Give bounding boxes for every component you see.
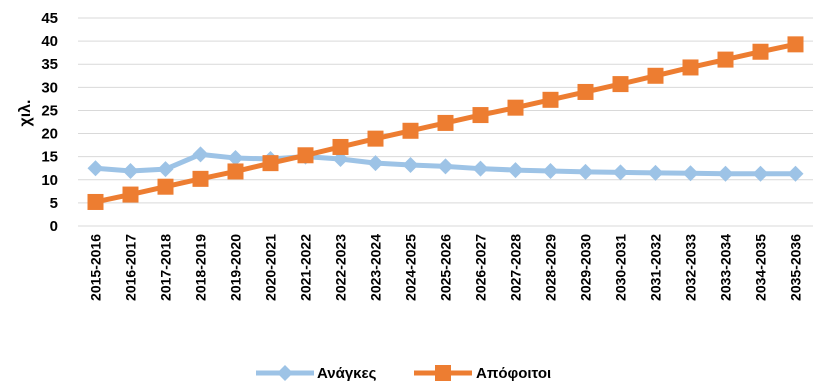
x-tick-labels: 2015-2016 2016-2017 2017-2018 2018-2019 2019… (88, 234, 804, 301)
data-point (542, 91, 559, 108)
data-point (577, 83, 594, 100)
y-axis-title: χιλ. (17, 100, 34, 127)
y-tick-label: 35 (41, 56, 58, 73)
data-point (682, 59, 699, 76)
data-point (227, 163, 244, 180)
data-point (87, 160, 104, 177)
data-point (402, 156, 419, 173)
data-point (682, 165, 699, 182)
data-point (717, 51, 734, 68)
data-point (192, 146, 209, 163)
series-layer (87, 36, 804, 210)
series-2 (87, 36, 804, 210)
data-point (192, 170, 209, 187)
legend-marker (277, 365, 293, 381)
data-point (612, 76, 629, 93)
x-tick-label: 2023-2024 (368, 234, 384, 301)
y-tick-label: 40 (41, 33, 58, 50)
x-tick-label: 2022-2023 (333, 234, 349, 301)
legend-item-2: Απόφοιτοι (414, 365, 551, 382)
data-point (332, 150, 349, 167)
data-point (367, 155, 384, 172)
data-point (752, 43, 769, 60)
data-point (542, 162, 559, 179)
x-tick-label: 2015-2016 (88, 234, 104, 301)
x-tick-label: 2021-2022 (298, 234, 314, 301)
y-tick-label: 10 (41, 172, 58, 189)
x-tick-label: 2020-2021 (263, 234, 279, 301)
x-tick-label: 2018-2019 (193, 234, 209, 301)
data-point (787, 165, 804, 182)
x-tick-label: 2026-2027 (473, 234, 489, 301)
data-point (752, 165, 769, 182)
y-tick-label: 5 (50, 195, 58, 212)
y-tick-label: 20 (41, 126, 58, 143)
data-point (297, 147, 314, 164)
data-point (647, 164, 664, 181)
data-point (332, 138, 349, 155)
data-point (437, 158, 454, 175)
data-point (472, 107, 489, 124)
legend: Ανάγκες Απόφοιτοι (256, 365, 551, 382)
data-point (367, 130, 384, 147)
data-point (87, 193, 104, 210)
x-tick-label: 2031-2032 (648, 234, 664, 301)
x-tick-label: 2016-2017 (123, 234, 139, 301)
x-tick-label: 2025-2026 (438, 234, 454, 301)
legend-label: Ανάγκες (317, 365, 377, 382)
data-point (577, 163, 594, 180)
y-tick-label: 15 (41, 149, 58, 166)
x-tick-label: 2035-2036 (788, 234, 804, 301)
legend-marker (435, 365, 451, 381)
data-point (122, 186, 139, 203)
data-point (262, 155, 279, 172)
data-point (472, 160, 489, 177)
y-tick-label: 45 (41, 10, 58, 27)
data-point (157, 161, 174, 178)
data-point (612, 164, 629, 181)
legend-label: Απόφοιτοι (476, 365, 551, 382)
data-point (717, 165, 734, 182)
x-tick-label: 2033-2034 (718, 234, 734, 301)
x-tick-label: 2028-2029 (543, 234, 559, 301)
data-point (507, 99, 524, 116)
data-point (157, 178, 174, 195)
x-tick-label: 2030-2031 (613, 234, 629, 301)
data-point (122, 162, 139, 179)
y-tick-label: 25 (41, 102, 58, 119)
x-tick-label: 2032-2033 (683, 234, 699, 301)
data-point (437, 114, 454, 131)
legend-item-1: Ανάγκες (256, 365, 377, 382)
data-point (507, 162, 524, 179)
x-tick-label: 2024-2025 (403, 234, 419, 301)
x-tick-label: 2019-2020 (228, 234, 244, 301)
data-point (402, 122, 419, 139)
y-tick-label: 0 (50, 218, 58, 235)
x-tick-label: 2029-2030 (578, 234, 594, 301)
x-tick-label: 2034-2035 (753, 234, 769, 301)
data-point (787, 36, 804, 53)
x-tick-label: 2027-2028 (508, 234, 524, 301)
data-point (647, 67, 664, 84)
y-tick-labels: 0 5 10 15 20 25 30 35 40 45 (41, 10, 58, 235)
series-1 (87, 146, 804, 182)
y-tick-label: 30 (41, 79, 58, 96)
x-tick-label: 2017-2018 (158, 234, 174, 301)
data-point (227, 150, 244, 167)
